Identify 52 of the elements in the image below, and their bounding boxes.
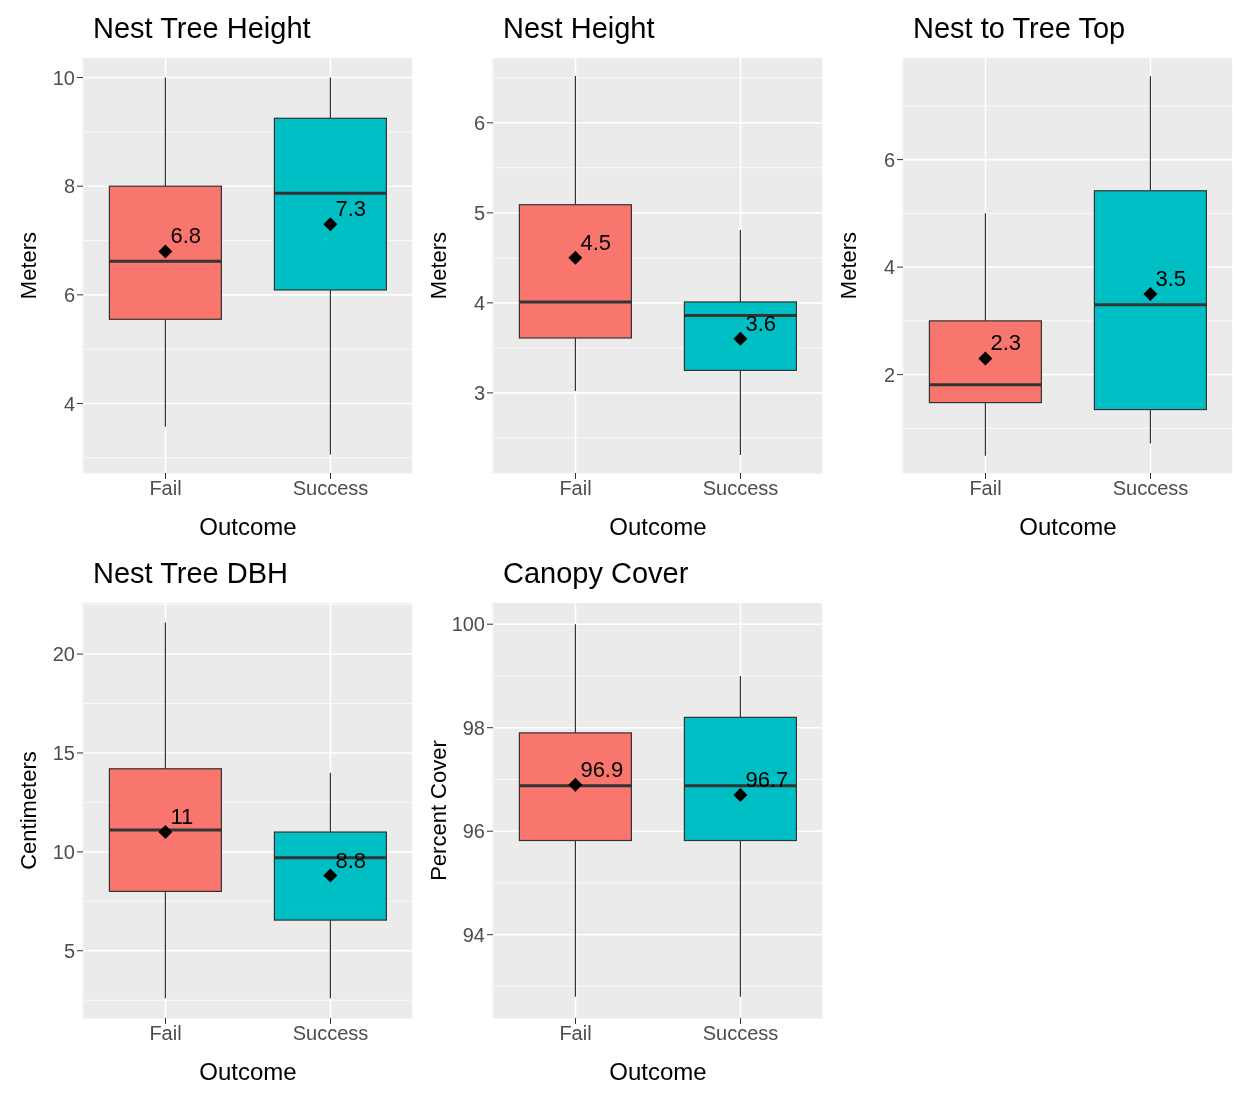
x-tick-label: Fail — [559, 1022, 592, 1045]
y-tick-label: 4 — [473, 291, 485, 314]
y-axis-title: Meters — [425, 231, 451, 300]
chart-title: Nest to Tree Top — [913, 12, 1126, 45]
x-tick-label: Success — [292, 477, 369, 500]
chart-title: Nest Tree Height — [93, 12, 311, 45]
annotation: 11 — [170, 804, 194, 830]
y-tick-label: 10 — [52, 840, 75, 863]
x-tick-label: Fail — [149, 1022, 182, 1045]
x-axis-title: Outcome — [609, 513, 707, 540]
x-axis-title: Outcome — [1019, 513, 1117, 540]
chart-title: Nest Height — [503, 12, 655, 45]
annotation: 7.3 — [335, 196, 366, 222]
y-axis-title: Meters — [15, 231, 41, 300]
y-tick-label: 8 — [63, 175, 75, 198]
annotation: 4.5 — [580, 229, 611, 255]
y-tick-label: 20 — [52, 643, 75, 666]
y-tick-label: 3 — [473, 381, 485, 404]
y-axis-title: Centimeters — [15, 751, 41, 870]
y-tick-label: 2 — [883, 363, 895, 386]
x-tick-label: Fail — [559, 477, 592, 500]
chart-title: Nest Tree DBH — [93, 557, 288, 590]
chart-title: Canopy Cover — [503, 557, 689, 590]
x-axis-title: Outcome — [199, 1058, 297, 1085]
annotation: 2.3 — [990, 330, 1021, 356]
y-tick-label: 4 — [63, 392, 75, 415]
y-axis-title: Percent Cover — [425, 740, 451, 881]
x-tick-label: Fail — [149, 477, 182, 500]
y-tick-label: 6 — [883, 148, 895, 171]
x-tick-label: Success — [702, 1022, 779, 1045]
y-tick-label: 100 — [451, 613, 485, 636]
y-tick-label: 5 — [63, 939, 75, 962]
annotation: 3.6 — [745, 310, 776, 336]
annotation: 3.5 — [1155, 265, 1186, 291]
x-tick-label: Success — [292, 1022, 369, 1045]
y-tick-label: 10 — [52, 66, 75, 89]
x-tick-label: Success — [1112, 477, 1189, 500]
y-tick-label: 6 — [473, 111, 485, 134]
y-tick-label: 5 — [473, 201, 485, 224]
x-axis-title: Outcome — [199, 513, 297, 540]
y-tick-label: 15 — [52, 742, 75, 765]
x-axis-title: Outcome — [609, 1058, 707, 1085]
y-axis-title: Meters — [835, 231, 861, 300]
x-tick-label: Fail — [969, 477, 1002, 500]
annotation: 6.8 — [170, 223, 201, 249]
y-tick-label: 96 — [462, 820, 485, 843]
annotation: 96.9 — [580, 756, 624, 782]
y-tick-label: 94 — [462, 923, 485, 946]
y-tick-label: 6 — [63, 283, 75, 306]
y-tick-label: 98 — [462, 716, 485, 739]
y-tick-label: 4 — [883, 256, 895, 279]
x-tick-label: Success — [702, 477, 779, 500]
